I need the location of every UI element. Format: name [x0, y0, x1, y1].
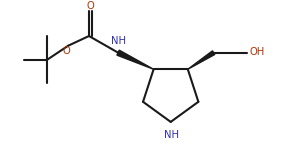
Polygon shape — [117, 50, 154, 69]
Text: NH: NH — [111, 36, 126, 46]
Polygon shape — [188, 51, 215, 69]
Text: NH: NH — [164, 130, 179, 140]
Text: O: O — [63, 46, 71, 56]
Text: OH: OH — [250, 47, 265, 57]
Text: O: O — [86, 1, 94, 11]
